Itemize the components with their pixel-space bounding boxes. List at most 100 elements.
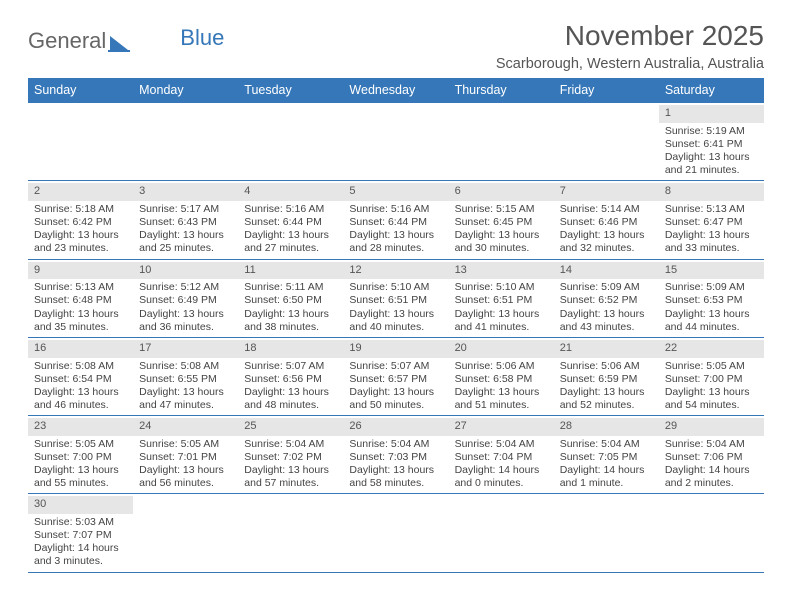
- day-number: 19: [343, 340, 448, 358]
- sunrise-line: Sunrise: 5:16 AM: [244, 203, 337, 216]
- header: General Blue November 2025 Scarborough, …: [28, 20, 764, 72]
- daylight-line: Daylight: 13 hours and 25 minutes.: [139, 229, 232, 255]
- calendar-cell: 17Sunrise: 5:08 AMSunset: 6:55 PMDayligh…: [133, 338, 238, 415]
- daylight-line: Daylight: 14 hours and 3 minutes.: [34, 542, 127, 568]
- sunrise-line: Sunrise: 5:07 AM: [244, 360, 337, 373]
- calendar-cell: 8Sunrise: 5:13 AMSunset: 6:47 PMDaylight…: [659, 181, 764, 258]
- day-number: 27: [449, 418, 554, 436]
- sunrise-line: Sunrise: 5:03 AM: [34, 516, 127, 529]
- calendar-cell: 5Sunrise: 5:16 AMSunset: 6:44 PMDaylight…: [343, 181, 448, 258]
- daylight-line: Daylight: 13 hours and 27 minutes.: [244, 229, 337, 255]
- sunset-line: Sunset: 6:44 PM: [244, 216, 337, 229]
- sunrise-line: Sunrise: 5:15 AM: [455, 203, 548, 216]
- day-number: 23: [28, 418, 133, 436]
- day-number: 4: [238, 183, 343, 201]
- sunrise-line: Sunrise: 5:05 AM: [665, 360, 758, 373]
- day-number: 25: [238, 418, 343, 436]
- sunrise-line: Sunrise: 5:14 AM: [560, 203, 653, 216]
- calendar-cell-empty: [238, 494, 343, 571]
- sunset-line: Sunset: 6:57 PM: [349, 373, 442, 386]
- day-number: 22: [659, 340, 764, 358]
- day-number: 5: [343, 183, 448, 201]
- day-number: 16: [28, 340, 133, 358]
- sunset-line: Sunset: 7:04 PM: [455, 451, 548, 464]
- daylight-line: Daylight: 13 hours and 35 minutes.: [34, 308, 127, 334]
- sunrise-line: Sunrise: 5:17 AM: [139, 203, 232, 216]
- day-number: 1: [659, 105, 764, 123]
- weekday-header-row: SundayMondayTuesdayWednesdayThursdayFrid…: [28, 78, 764, 103]
- day-number: 29: [659, 418, 764, 436]
- sunset-line: Sunset: 7:03 PM: [349, 451, 442, 464]
- sunset-line: Sunset: 7:01 PM: [139, 451, 232, 464]
- sunrise-line: Sunrise: 5:04 AM: [244, 438, 337, 451]
- sunset-line: Sunset: 6:47 PM: [665, 216, 758, 229]
- calendar-cell: 26 Sunrise: 5:04 AMSunset: 7:03 PMDayligh…: [343, 416, 448, 493]
- day-number: 13: [449, 262, 554, 280]
- daylight-line: Daylight: 13 hours and 50 minutes.: [349, 386, 442, 412]
- sunset-line: Sunset: 6:59 PM: [560, 373, 653, 386]
- day-number: 3: [133, 183, 238, 201]
- logo-sail-icon: [108, 32, 132, 50]
- sunset-line: Sunset: 6:50 PM: [244, 294, 337, 307]
- calendar-cell: 21Sunrise: 5:06 AMSunset: 6:59 PMDayligh…: [554, 338, 659, 415]
- daylight-line: Daylight: 13 hours and 55 minutes.: [34, 464, 127, 490]
- calendar-cell: 29Sunrise: 5:04 AMSunset: 7:06 PMDayligh…: [659, 416, 764, 493]
- sunrise-line: Sunrise: 5:16 AM: [349, 203, 442, 216]
- calendar-week: 30Sunrise: 5:03 AMSunset: 7:07 PMDayligh…: [28, 494, 764, 572]
- daylight-line: Daylight: 13 hours and 58 minutes.: [349, 464, 442, 490]
- calendar-cell: 19Sunrise: 5:07 AMSunset: 6:57 PMDayligh…: [343, 338, 448, 415]
- daylight-line: Daylight: 13 hours and 47 minutes.: [139, 386, 232, 412]
- sunset-line: Sunset: 6:41 PM: [665, 138, 758, 151]
- daylight-line: Daylight: 13 hours and 21 minutes.: [665, 151, 758, 177]
- day-number: 20: [449, 340, 554, 358]
- calendar-cell: 7Sunrise: 5:14 AMSunset: 6:46 PMDaylight…: [554, 181, 659, 258]
- sunset-line: Sunset: 6:48 PM: [34, 294, 127, 307]
- daylight-line: Daylight: 13 hours and 32 minutes.: [560, 229, 653, 255]
- calendar-cell-empty: [343, 103, 448, 180]
- daylight-line: Daylight: 13 hours and 57 minutes.: [244, 464, 337, 490]
- calendar-cell: 12Sunrise: 5:10 AMSunset: 6:51 PMDayligh…: [343, 260, 448, 337]
- sunset-line: Sunset: 7:06 PM: [665, 451, 758, 464]
- day-number: 26: [343, 418, 448, 436]
- calendar-cell-empty: [343, 494, 448, 571]
- sunrise-line: Sunrise: 5:06 AM: [455, 360, 548, 373]
- day-number: 15: [659, 262, 764, 280]
- daylight-line: Daylight: 13 hours and 28 minutes.: [349, 229, 442, 255]
- day-number: 11: [238, 262, 343, 280]
- weekday-header: Monday: [133, 78, 238, 103]
- calendar-cell: 24Sunrise: 5:05 AMSunset: 7:01 PMDayligh…: [133, 416, 238, 493]
- calendar-cell: 25 Sunrise: 5:04 AMSunset: 7:02 PMDayligh…: [238, 416, 343, 493]
- calendar-cell-empty: [133, 494, 238, 571]
- daylight-line: Daylight: 14 hours and 2 minutes.: [665, 464, 758, 490]
- sunset-line: Sunset: 7:07 PM: [34, 529, 127, 542]
- sunrise-line: Sunrise: 5:04 AM: [349, 438, 442, 451]
- sunset-line: Sunset: 6:56 PM: [244, 373, 337, 386]
- daylight-line: Daylight: 13 hours and 54 minutes.: [665, 386, 758, 412]
- sunset-line: Sunset: 6:43 PM: [139, 216, 232, 229]
- sunset-line: Sunset: 7:02 PM: [244, 451, 337, 464]
- weekday-header: Tuesday: [238, 78, 343, 103]
- calendar-cell: 30Sunrise: 5:03 AMSunset: 7:07 PMDayligh…: [28, 494, 133, 571]
- sunrise-line: Sunrise: 5:18 AM: [34, 203, 127, 216]
- sunrise-line: Sunrise: 5:10 AM: [349, 281, 442, 294]
- daylight-line: Daylight: 13 hours and 41 minutes.: [455, 308, 548, 334]
- calendar-cell: 20Sunrise: 5:06 AMSunset: 6:58 PMDayligh…: [449, 338, 554, 415]
- daylight-line: Daylight: 13 hours and 23 minutes.: [34, 229, 127, 255]
- logo: General Blue: [28, 20, 224, 54]
- calendar-cell: 13Sunrise: 5:10 AMSunset: 6:51 PMDayligh…: [449, 260, 554, 337]
- calendar-cell-empty: [659, 494, 764, 571]
- weekday-header: Friday: [554, 78, 659, 103]
- calendar-week: 2Sunrise: 5:18 AMSunset: 6:42 PMDaylight…: [28, 181, 764, 259]
- daylight-line: Daylight: 13 hours and 30 minutes.: [455, 229, 548, 255]
- sunrise-line: Sunrise: 5:05 AM: [139, 438, 232, 451]
- sunset-line: Sunset: 6:52 PM: [560, 294, 653, 307]
- calendar-cell: 14Sunrise: 5:09 AMSunset: 6:52 PMDayligh…: [554, 260, 659, 337]
- sunrise-line: Sunrise: 5:08 AM: [139, 360, 232, 373]
- sunrise-line: Sunrise: 5:08 AM: [34, 360, 127, 373]
- calendar-cell-empty: [449, 494, 554, 571]
- weekday-header: Sunday: [28, 78, 133, 103]
- daylight-line: Daylight: 13 hours and 40 minutes.: [349, 308, 442, 334]
- sunset-line: Sunset: 6:45 PM: [455, 216, 548, 229]
- day-number: 2: [28, 183, 133, 201]
- calendar-cell: 2Sunrise: 5:18 AMSunset: 6:42 PMDaylight…: [28, 181, 133, 258]
